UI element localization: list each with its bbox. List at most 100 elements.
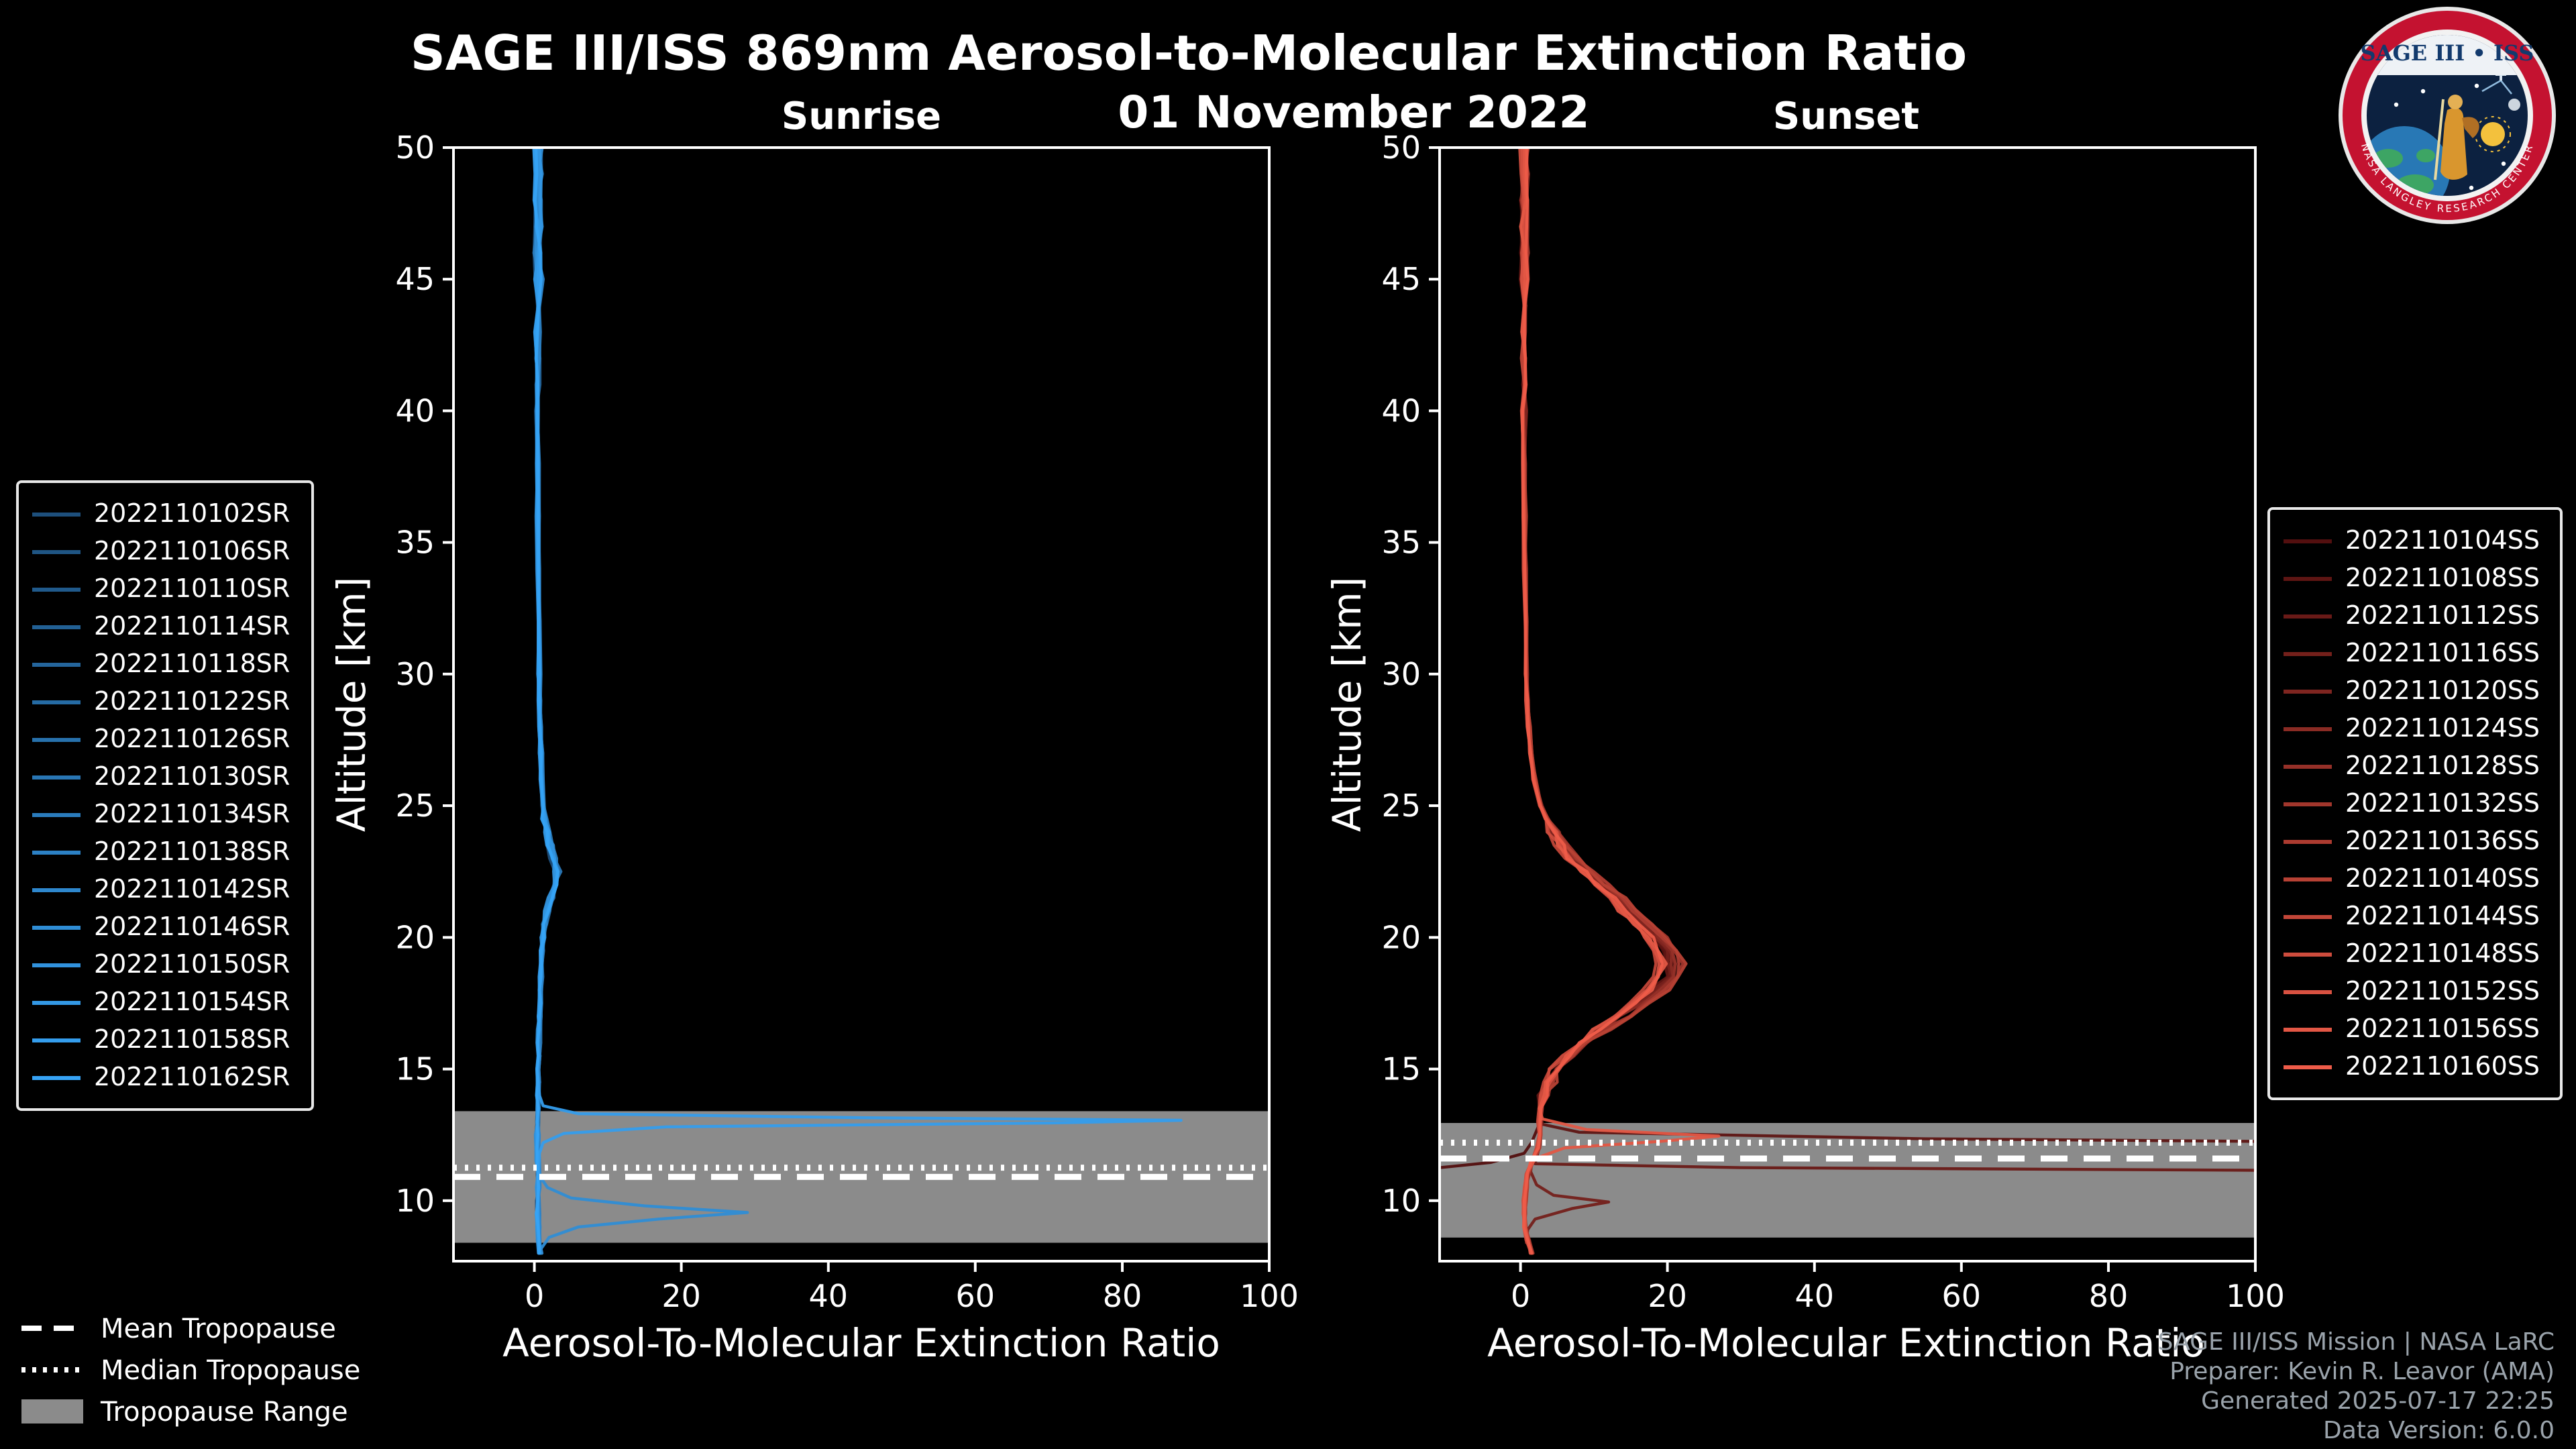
legend-item: 2022110104SS [2284, 522, 2544, 559]
legend-item: 2022110128SS [2284, 747, 2544, 785]
x-tick-label: 100 [1240, 1278, 1299, 1314]
legend-item: 2022110118SR [32, 645, 295, 683]
legend-line-sample [32, 549, 80, 553]
median-tropopause-label: Median Tropopause [101, 1353, 361, 1385]
legend-item: 2022110102SR [32, 495, 295, 533]
legend-item: 2022110144SS [2284, 898, 2544, 935]
tropopause-legend: Mean Tropopause Median Tropopause Tropop… [21, 1307, 360, 1432]
legend-series-label: 2022110158SR [94, 1025, 290, 1055]
sunrise-x-axis-label: Aerosol-To-Molecular Extinction Ratio [502, 1320, 1220, 1366]
legend-line-sample [32, 1075, 80, 1079]
y-tick-label: 35 [395, 525, 435, 561]
legend-item: 2022110124SS [2284, 710, 2544, 747]
profile-line [532, 148, 1183, 1255]
legend-series-label: 2022110120SS [2345, 676, 2540, 706]
legend-line-sample [2284, 689, 2332, 693]
legend-series-label: 2022110138SR [94, 837, 290, 867]
legend-series-label: 2022110160SS [2345, 1052, 2540, 1081]
figure-wing [2462, 117, 2479, 138]
sunrise-panel-title: Sunrise [781, 94, 942, 138]
legend-item: 2022110134SR [32, 796, 295, 833]
star-dot [2474, 83, 2479, 89]
profile-line [533, 148, 559, 1255]
gray-band-sample [21, 1399, 83, 1423]
legend-line-sample [32, 625, 80, 629]
sunset-panel-title: Sunset [1772, 94, 1920, 138]
x-tick-label: 40 [1795, 1278, 1835, 1314]
x-tick-label: 20 [1648, 1278, 1687, 1314]
legend-series-label: 2022110124SS [2345, 714, 2540, 743]
legend-item: 2022110108SS [2284, 559, 2544, 597]
logo-top-band [2377, 35, 2517, 75]
legend-line-sample [2284, 989, 2332, 994]
tropopause-range-label: Tropopause Range [101, 1395, 348, 1427]
y-tick-label: 35 [1381, 525, 1421, 561]
y-tick-label: 50 [395, 129, 435, 166]
legend-line-sample [2284, 914, 2332, 918]
profile-line [1518, 148, 2255, 1143]
x-tick-label: 20 [661, 1278, 701, 1314]
legend-series-label: 2022110162SR [94, 1063, 290, 1092]
legend-line-sample [2284, 651, 2332, 655]
axes-frame [1438, 146, 2257, 1263]
legend-item: 2022110162SR [32, 1059, 295, 1096]
legend-item: 2022110150SR [32, 946, 295, 983]
legend-item: 2022110122SR [32, 683, 295, 720]
legend-item: 2022110114SR [32, 608, 295, 645]
legend-series-label: 2022110126SR [94, 724, 290, 754]
profile-line [1521, 148, 2255, 1172]
y-tick-label: 50 [1381, 129, 1421, 166]
star-dot [2394, 102, 2399, 107]
legend-series-label: 2022110156SS [2345, 1014, 2540, 1044]
figure-title: SAGE III/ISS 869nm Aerosol-to-Molecular … [410, 27, 1968, 82]
legend-line-sample [2284, 727, 2332, 731]
figure-staff [2434, 99, 2445, 180]
legend-series-label: 2022110148SS [2345, 939, 2540, 969]
legend-series-label: 2022110104SS [2345, 526, 2540, 555]
legend-series-label: 2022110134SR [94, 800, 290, 829]
y-tick-label: 10 [395, 1183, 435, 1219]
legend-line-sample [32, 662, 80, 666]
legend-series-label: 2022110150SR [94, 950, 290, 979]
legend-item: 2022110138SR [32, 833, 295, 871]
legend-line-sample [2284, 614, 2332, 618]
legend-item: 2022110160SS [2284, 1048, 2544, 1085]
earth-continent [2416, 149, 2435, 162]
y-tick-label: 20 [1381, 919, 1421, 955]
legend-line-sample [2284, 1065, 2332, 1069]
sunrise-series-legend: 2022110102SR 2022110106SR 2022110110SR 2022… [16, 480, 314, 1111]
legend-item: 2022110136SS [2284, 822, 2544, 860]
legend-series-label: 2022110112SS [2345, 601, 2540, 631]
legend-item: 2022110106SR [32, 533, 295, 570]
legend-line-sample [32, 963, 80, 967]
y-tick-label: 15 [1381, 1051, 1421, 1087]
legend-item: 2022110110SR [32, 570, 295, 608]
legend-series-label: 2022110136SS [2345, 826, 2540, 856]
legend-line-sample [32, 700, 80, 704]
x-tick-label: 80 [2089, 1278, 2129, 1314]
x-tick-label: 100 [2226, 1278, 2285, 1314]
legend-item: 2022110156SS [2284, 1010, 2544, 1048]
legend-line-sample [32, 888, 80, 892]
attribution-text: SAGE III/ISS Mission | NASA LaRC Prepare… [2158, 1328, 2555, 1446]
legend-line-sample [32, 587, 80, 591]
attribution-line-version: Data Version: 6.0.0 [2323, 1417, 2555, 1445]
mean-tropopause-legend-item: Mean Tropopause [21, 1307, 360, 1348]
y-tick-label: 40 [395, 392, 435, 429]
legend-series-label: 2022110108SS [2345, 564, 2540, 593]
legend-line-sample [2284, 764, 2332, 768]
x-tick-label: 60 [956, 1278, 996, 1314]
legend-line-sample [2284, 539, 2332, 543]
x-tick-label: 0 [525, 1278, 544, 1314]
legend-item: 2022110152SS [2284, 973, 2544, 1010]
legend-item: 2022110158SR [32, 1021, 295, 1059]
legend-item: 2022110130SR [32, 758, 295, 796]
attribution-line-generated: Generated 2025-07-17 22:25 [2201, 1387, 2555, 1415]
sunset-x-axis-label: Aerosol-To-Molecular Extinction Ratio [1487, 1320, 2205, 1366]
profile-line [533, 148, 749, 1250]
x-tick-label: 60 [1942, 1278, 1982, 1314]
legend-series-label: 2022110110SR [94, 574, 290, 604]
legend-item: 2022110142SR [32, 871, 295, 908]
legend-series-label: 2022110130SR [94, 762, 290, 792]
